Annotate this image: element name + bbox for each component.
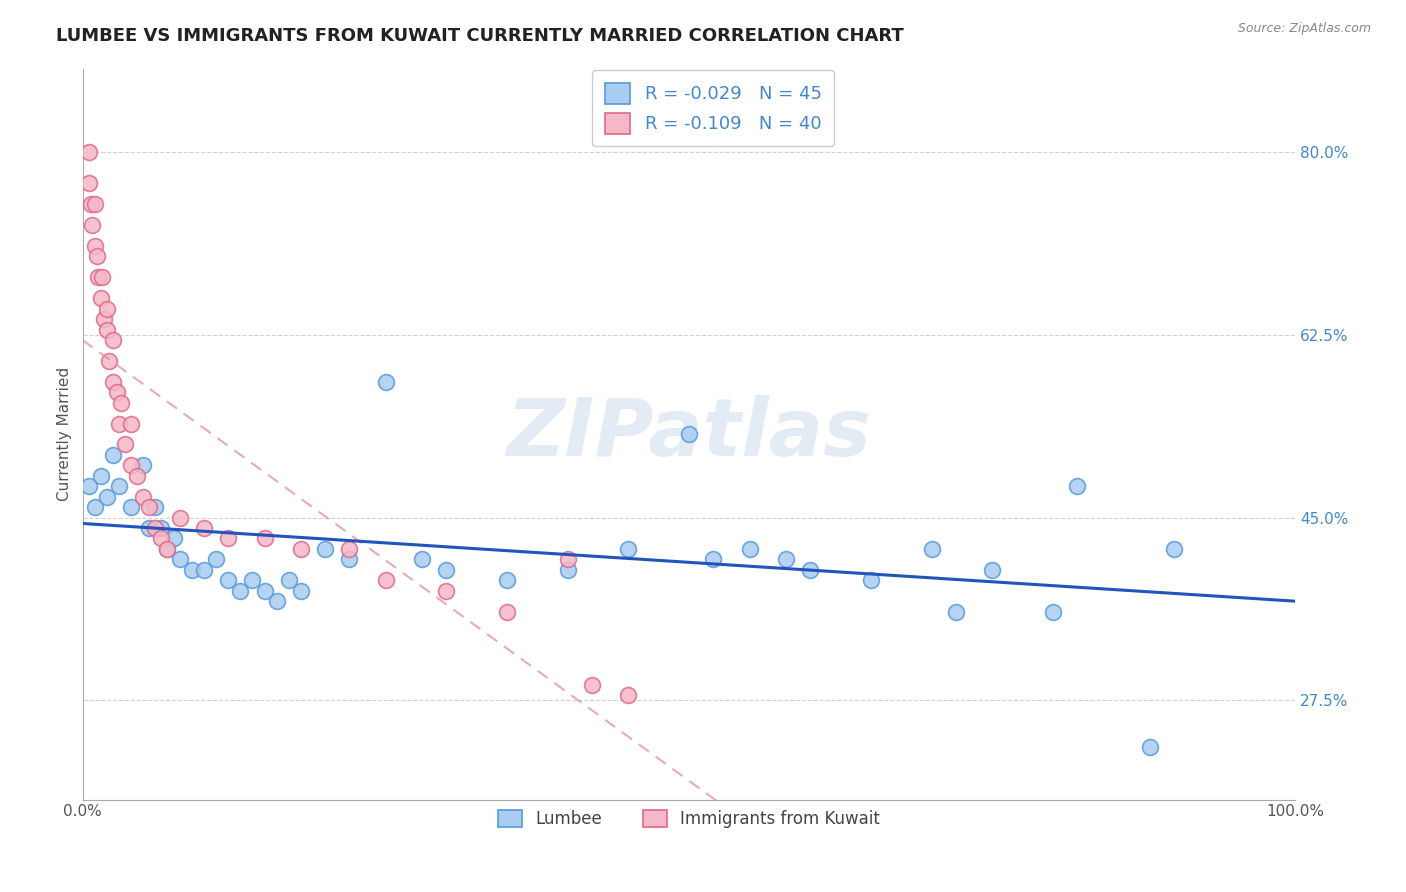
Point (101, 375, 124, 389)
Point (169, 510, 191, 524)
Point (82, 218, 104, 232)
Point (83, 500, 105, 515)
Point (108, 479, 131, 493)
Point (105, 385, 128, 400)
Point (77, 145, 100, 159)
Point (374, 375, 396, 389)
Point (1139, 740, 1161, 755)
Point (266, 594, 288, 608)
Text: Source: ZipAtlas.com: Source: ZipAtlas.com (1237, 22, 1371, 36)
Point (217, 532, 239, 546)
Point (86, 250, 108, 264)
Point (120, 500, 142, 515)
Point (110, 395, 132, 409)
Point (339, 552, 361, 566)
Point (145, 521, 167, 535)
Point (945, 605, 967, 619)
Point (145, 500, 167, 515)
Point (193, 563, 215, 577)
Point (617, 688, 640, 702)
Point (290, 583, 312, 598)
Point (80, 197, 103, 211)
Point (150, 521, 173, 535)
Point (138, 521, 160, 535)
Point (101, 333, 124, 347)
Point (98, 354, 121, 368)
Text: ZIPatlas: ZIPatlas (506, 395, 872, 473)
Point (496, 605, 519, 619)
Point (91, 270, 114, 285)
Legend: Lumbee, Immigrants from Kuwait: Lumbee, Immigrants from Kuwait (492, 804, 887, 835)
Point (436, 563, 458, 577)
Point (436, 583, 458, 598)
Point (678, 427, 700, 442)
Point (77, 177, 100, 191)
Point (108, 417, 131, 431)
Point (374, 573, 396, 587)
Point (496, 573, 519, 587)
Point (253, 583, 276, 598)
Point (77, 479, 100, 493)
Point (90, 291, 112, 305)
Point (162, 532, 184, 546)
Point (799, 563, 821, 577)
Point (738, 541, 761, 556)
Point (96, 322, 118, 336)
Point (290, 541, 312, 556)
Point (138, 500, 160, 515)
Point (101, 448, 124, 462)
Point (96, 301, 118, 316)
Point (581, 678, 603, 692)
Point (253, 532, 276, 546)
Point (229, 583, 252, 598)
Point (205, 552, 228, 566)
Point (93, 312, 115, 326)
Point (1163, 541, 1185, 556)
Point (120, 417, 142, 431)
Point (277, 573, 299, 587)
Point (921, 541, 943, 556)
Point (775, 552, 797, 566)
Point (156, 541, 179, 556)
Point (981, 563, 1004, 577)
Point (217, 573, 239, 587)
Point (83, 239, 105, 253)
Point (557, 563, 579, 577)
Point (156, 541, 179, 556)
Point (132, 458, 155, 473)
Point (617, 541, 640, 556)
Point (87, 270, 110, 285)
Text: LUMBEE VS IMMIGRANTS FROM KUWAIT CURRENTLY MARRIED CORRELATION CHART: LUMBEE VS IMMIGRANTS FROM KUWAIT CURRENT… (56, 27, 904, 45)
Point (193, 521, 215, 535)
Point (120, 458, 142, 473)
Point (339, 541, 361, 556)
Point (411, 552, 433, 566)
Point (1042, 605, 1064, 619)
Point (150, 532, 173, 546)
Point (702, 552, 724, 566)
Point (132, 490, 155, 504)
Y-axis label: Currently Married: Currently Married (58, 367, 72, 501)
Point (242, 573, 264, 587)
Point (180, 563, 202, 577)
Point (127, 468, 149, 483)
Point (1066, 479, 1088, 493)
Point (114, 437, 136, 451)
Point (83, 197, 105, 211)
Point (96, 490, 118, 504)
Point (90, 468, 112, 483)
Point (859, 573, 882, 587)
Point (314, 541, 336, 556)
Point (169, 552, 191, 566)
Point (557, 552, 579, 566)
